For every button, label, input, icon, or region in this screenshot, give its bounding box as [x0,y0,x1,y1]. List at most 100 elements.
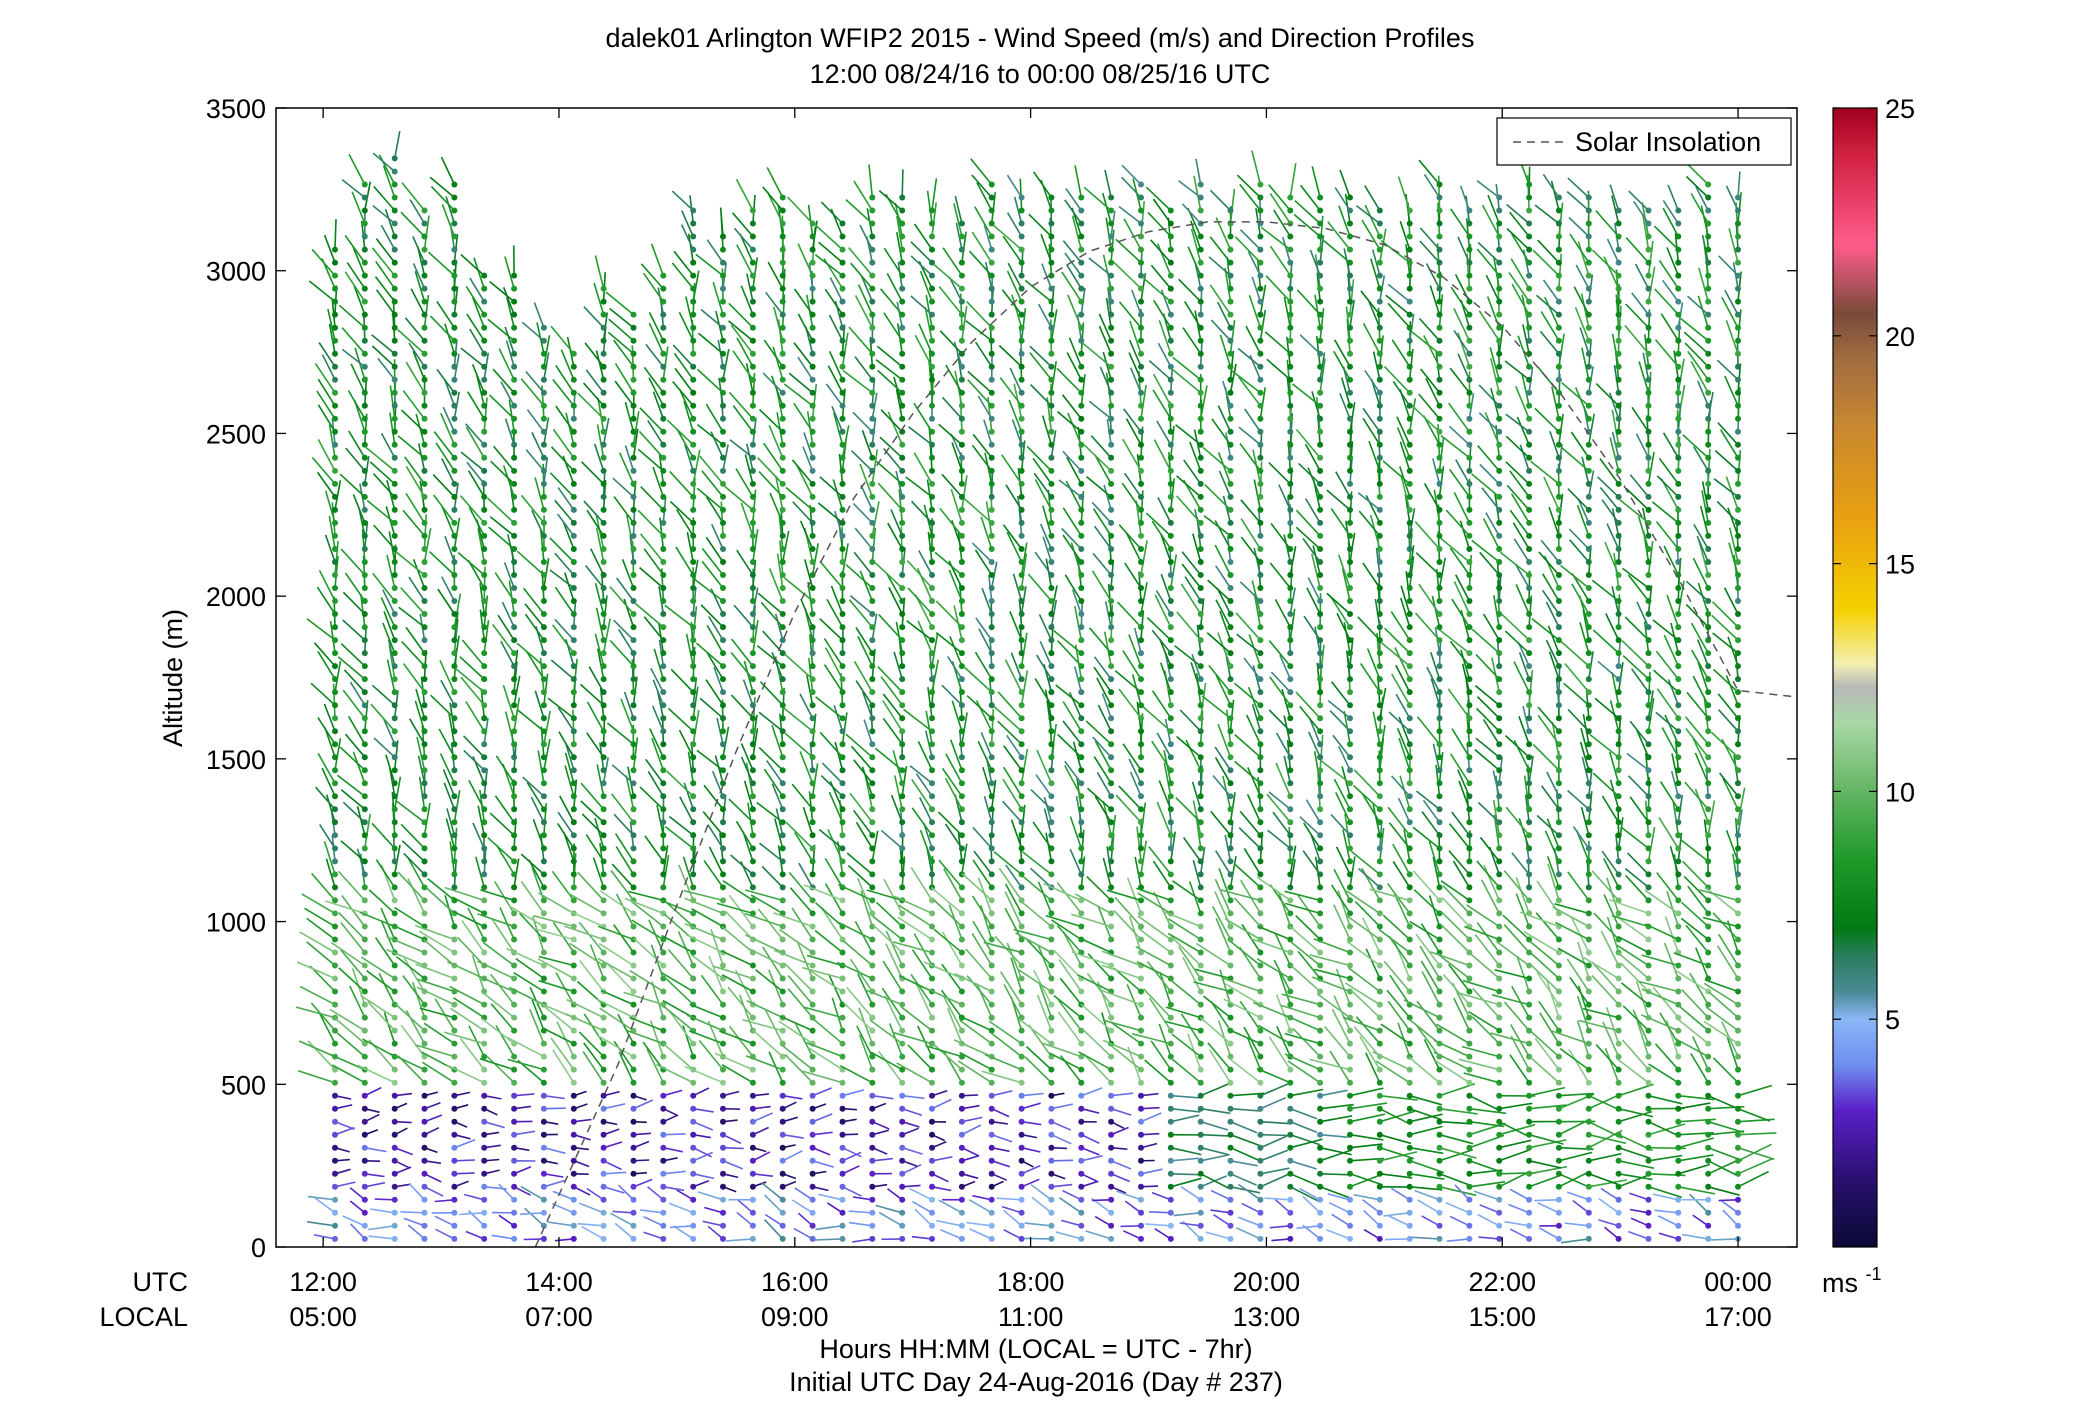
wind-barb-dot [570,1066,577,1073]
wind-barb [338,911,366,941]
wind-barb-dot [1078,1235,1085,1242]
wind-barb [492,445,515,472]
wind-barb-dot [511,337,518,344]
wind-barb [370,1208,395,1214]
wind-barb-dot [1167,715,1174,722]
wind-barb-dot [361,207,368,214]
wind-barb [662,999,694,1019]
wind-barb-dot [749,897,756,904]
wind-barb-dot [660,519,667,526]
wind-barb-dot [720,780,726,787]
wind-barb-dot [451,754,458,761]
wind-barb [373,524,396,550]
wind-barb-dot [839,1235,846,1242]
wind-barb-dot [660,819,667,826]
wind-barb [663,1133,686,1136]
wind-barb-dot [929,949,935,956]
wind-barb [643,616,664,641]
wind-barb [1006,174,1023,198]
wind-barb [350,363,366,394]
wind-barb-dot [660,1014,667,1021]
wind-barb-dot [1048,923,1055,930]
wind-barb-dot [958,806,965,813]
wind-barb-dot [421,1222,428,1229]
wind-barb-dot [511,415,518,422]
wind-barb-dot [779,1235,786,1242]
wind-barb-dot [391,311,398,318]
wind-barb-dot [511,754,518,761]
wind-barb [643,1215,664,1227]
wind-barb [706,624,724,654]
wind-barb-dot [361,1014,368,1021]
wind-barb [467,391,485,420]
wind-barb-dot [600,806,607,813]
wind-barb [1062,1189,1082,1201]
wind-barb-dot [988,611,995,617]
wind-barb-dot [988,506,995,513]
wind-barb-dot [690,389,697,396]
wind-barb-dot [809,246,816,253]
wind-barb [1098,325,1112,355]
wind-barb-dot [899,650,906,657]
wind-barb-dot [869,793,876,800]
wind-barb [686,1014,724,1032]
wind-barb-dot [391,754,398,761]
wind-barb-dot [779,741,786,748]
wind-barb-dot [1018,923,1025,930]
wind-barb-dot [600,350,607,357]
wind-barb [890,794,903,823]
wind-barb [1074,893,1112,915]
wind-barb [594,633,605,667]
wind-barb-dot [749,1183,756,1190]
wind-barb-dot [749,598,756,604]
wind-barb [1062,701,1082,732]
wind-barb [1102,1039,1142,1058]
wind-barb-dot [361,246,368,253]
wind-barb-dot [1078,858,1085,865]
wind-barb [1158,780,1172,810]
wind-barb-dot [690,832,697,839]
wind-barb-dot [929,858,935,865]
wind-barb [1206,632,1232,654]
wind-barb [316,586,336,615]
wind-barb-dot [988,962,995,969]
wind-barb-dot [809,1053,816,1060]
wind-barb [911,1235,933,1240]
wind-barb-dot [839,376,846,383]
wind-barb-dot [1018,1053,1025,1060]
wind-barb-dot [540,1118,547,1125]
wind-barb-dot [779,546,786,552]
wind-barb [793,1227,813,1240]
wind-barb [605,291,635,316]
wind-barb-dot [1018,480,1025,487]
wind-barb-dot [958,559,965,565]
wind-barb-dot [720,845,726,852]
wind-barb-dot [1197,376,1204,383]
wind-barb [707,824,724,849]
wind-barb [624,401,635,433]
wind-barb-dot [511,975,518,982]
wind-barb-dot [660,506,667,513]
wind-barb-dot [1227,1079,1234,1086]
wind-barb-dot [481,923,488,930]
wind-barb-dot [1167,337,1174,344]
wind-barb [374,1198,395,1201]
wind-barb-dot [660,415,667,422]
wind-barb [533,914,575,928]
wind-barb [683,889,724,902]
wind-barb-dot [391,402,398,409]
wind-barb-dot [1108,337,1115,344]
wind-barb-dot [570,962,577,969]
wind-barb [588,666,605,693]
wind-barb-dot [540,793,547,800]
wind-barb-dot [988,1014,995,1021]
wind-barb [1098,313,1112,342]
wind-barb-dot [869,1209,876,1216]
wind-barb [460,347,485,368]
wind-barb-dot [929,624,935,631]
wind-barb-dot [988,767,995,774]
wind-barb-dot [361,506,368,513]
wind-barb [719,207,724,237]
wind-barb-dot [391,585,398,591]
wind-barb-dot [391,337,398,344]
